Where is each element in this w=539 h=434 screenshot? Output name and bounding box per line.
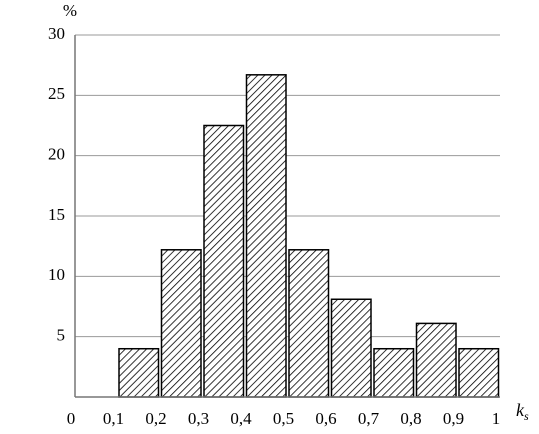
- bar: [373, 347, 415, 398]
- x-tick-label: 0,6: [315, 409, 336, 428]
- y-axis-label: %: [63, 1, 77, 20]
- bar: [288, 249, 330, 398]
- x-tick-label: 0,9: [443, 409, 464, 428]
- y-tick-label: 25: [48, 84, 65, 103]
- x-tick-label: 0: [67, 409, 76, 428]
- bar: [415, 322, 457, 398]
- x-axis-label-sub: s: [524, 409, 529, 423]
- x-tick-label: 0,8: [400, 409, 421, 428]
- x-tick-label: 0,4: [230, 409, 252, 428]
- bar: [245, 74, 287, 398]
- x-axis-label-main: k: [516, 400, 525, 420]
- bar: [118, 347, 160, 398]
- x-tick-label: 0,3: [188, 409, 209, 428]
- y-tick-label: 30: [48, 24, 65, 43]
- x-tick-label: 0,7: [358, 409, 380, 428]
- bar: [160, 249, 202, 398]
- bar: [203, 124, 245, 398]
- x-tick-label: 0,2: [145, 409, 166, 428]
- y-tick-label: 20: [48, 145, 65, 164]
- y-tick-label: 5: [57, 326, 66, 345]
- bar: [458, 347, 500, 398]
- x-axis-label: ks: [516, 400, 529, 423]
- x-tick-label: 0,1: [103, 409, 124, 428]
- x-tick-label: 0,5: [273, 409, 294, 428]
- bar: [330, 298, 372, 398]
- x-tick-label: 1: [492, 409, 501, 428]
- y-tick-label: 10: [48, 265, 65, 284]
- y-tick-label: 15: [48, 205, 65, 224]
